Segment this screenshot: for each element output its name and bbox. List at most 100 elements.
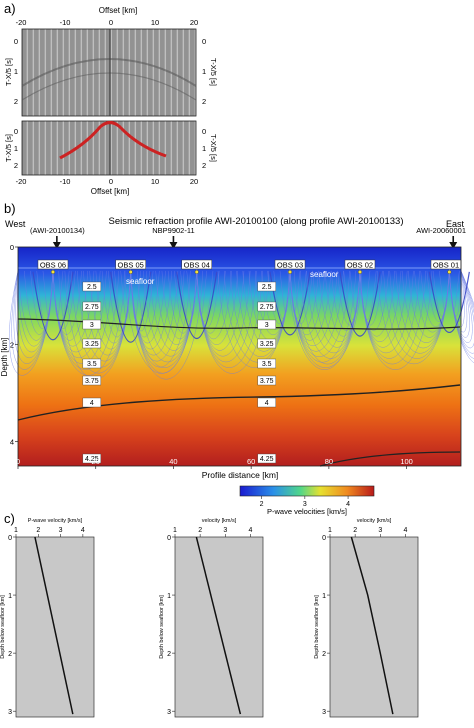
velocity-depth-line	[195, 536, 242, 715]
ray-path-bundle	[428, 271, 470, 334]
ray-path	[136, 268, 197, 363]
profile-x-axis-title: Profile distance [km]	[202, 470, 279, 480]
seafloor-label-left: seafloor	[126, 277, 155, 286]
right-tick: 0	[202, 127, 206, 136]
plot-x-tick-label: 3	[223, 527, 227, 534]
plot-y-tick-label: 2	[8, 651, 12, 658]
plot-y-tick-label: 2	[322, 651, 326, 658]
contour-label-box	[257, 397, 276, 408]
plot-y-label: Depth below seafloor [km]	[314, 595, 320, 659]
contour-label: 4.25	[260, 456, 274, 463]
contour-label-box	[82, 281, 102, 292]
obs-station-label: OBS 06	[40, 261, 66, 270]
contour-label: 3.75	[85, 378, 99, 385]
ray-path	[52, 268, 119, 370]
contour-label: 3.25	[260, 341, 274, 348]
obs-station-label: OBS 03	[277, 261, 303, 270]
contour-label-box	[257, 338, 276, 349]
ray-path	[293, 268, 361, 365]
plot-x-label: velocity [km/s]	[357, 518, 392, 524]
right-tick: 1	[202, 144, 206, 153]
contour-label: 2.75	[260, 304, 274, 311]
contour-label: 4.25	[85, 456, 99, 463]
crossing-profile-label: NBP9902-11	[152, 226, 194, 235]
lower-left-axis-title: T-X/5 [s]	[4, 134, 13, 162]
plot-x-tick-label: 2	[353, 527, 357, 534]
panel-c-label: c)	[4, 511, 15, 526]
panel-b-label: b)	[4, 201, 16, 216]
ray-path	[52, 268, 113, 364]
contour-label-box	[257, 319, 276, 330]
contour-label: 3.5	[87, 361, 97, 368]
bottom-tick: -20	[16, 177, 27, 186]
ray-path	[130, 268, 197, 368]
top-tick: 0	[109, 18, 113, 27]
obs-label-box	[181, 259, 213, 270]
velocity-depth-line	[34, 536, 74, 715]
x-tick-label: 20	[92, 457, 100, 466]
bottom-tick: 10	[151, 177, 159, 186]
upper-left-axis-title: T-X/5 [s]	[4, 58, 13, 86]
plot-y-tick-label: 3	[8, 709, 12, 716]
colorbar-tick-label: 4	[346, 501, 350, 508]
profile-title: Seismic refraction profile AWI-20100100 …	[108, 216, 403, 227]
profile-y-axis-title: Depth [km]	[0, 338, 9, 377]
contour-label: 2.5	[262, 284, 272, 291]
panel-a-top-ticks: -20 -10 0 10 20	[16, 18, 199, 27]
colorbar-ticks: 2 3 4	[260, 496, 350, 508]
obs-station-label: OBS 01	[433, 261, 459, 270]
contour-label-box	[257, 301, 276, 312]
lower-seismic-gather	[21, 120, 197, 176]
plot-x-tick-label: 1	[173, 527, 177, 534]
contour-label: 4	[265, 400, 269, 407]
top-tick: 20	[190, 18, 198, 27]
west-label: West	[5, 219, 26, 229]
plot-y-tick-label: 3	[322, 709, 326, 716]
velocity-contour-labels: 2.5 2.75 3 3.25 3.5 3.75 4 4.25 2.5 2.75 3 3.25 3.5 3…	[82, 281, 276, 464]
obs-station-marker	[447, 270, 452, 275]
seafloor-label-right: seafloor	[310, 270, 339, 279]
contour-label-box	[82, 397, 102, 408]
x-tick-label: 80	[325, 457, 333, 466]
ray-path-bundle	[339, 271, 381, 337]
crossing-profile-markers: (AWI-20100134) NBP9902-11 AWI-20060001	[30, 226, 466, 249]
contour-label: 3	[265, 322, 269, 329]
obs-label-box	[37, 259, 69, 270]
plot-y-tick-label: 0	[322, 535, 326, 542]
crossing-arrow-head	[169, 242, 178, 249]
left-tick: 1	[14, 67, 18, 76]
upper-right-axis-title: T-X/5 [s]	[209, 58, 218, 86]
bottom-tick: 20	[190, 177, 198, 186]
x-tick-label: 0	[16, 457, 20, 466]
profile-axes: 0 20 40 60 80 100 0 2 4	[10, 243, 413, 469]
contour-label-box	[82, 301, 102, 312]
x-tick-label: 40	[169, 457, 177, 466]
left-tick: 2	[14, 97, 18, 106]
obs-station-marker	[357, 270, 362, 275]
obs-station-marker	[50, 270, 55, 275]
top-tick: -10	[60, 18, 71, 27]
panel-a-bottom-ticks: -20 -10 0 10 20	[16, 177, 199, 186]
ray-path	[196, 268, 257, 363]
left-tick: 0	[14, 127, 18, 136]
obs-stations: OBS 06 OBS 05 OBS 04 OBS 03 OBS 02 OBS 01	[37, 259, 462, 275]
contour-label-box	[257, 281, 276, 292]
right-tick: 2	[202, 161, 206, 170]
crossing-arrow-head	[52, 242, 61, 249]
panel-b: b) Seismic refraction profile AWI-201001…	[0, 201, 474, 516]
ray-path	[377, 268, 450, 365]
obs-label-box	[115, 259, 146, 270]
ray-path	[13, 268, 54, 364]
left-tick: 0	[14, 37, 18, 46]
ray-path	[449, 268, 474, 363]
plot-y-tick-label: 1	[8, 593, 12, 600]
crossing-arrow-head	[449, 242, 458, 249]
panel-a-top-axis-title: Offset [km]	[99, 6, 138, 15]
contour-label: 2.5	[87, 284, 97, 291]
contour-label: 3.75	[260, 378, 274, 385]
plot-x-tick-label: 2	[198, 527, 202, 534]
velocity-model	[18, 247, 461, 466]
colorbar-tick-label: 2	[260, 501, 264, 508]
